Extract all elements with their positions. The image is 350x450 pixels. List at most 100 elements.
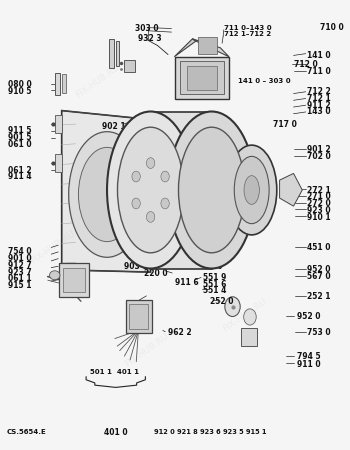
- Text: 252 0: 252 0: [210, 297, 233, 306]
- Text: 711 0–143 0: 711 0–143 0: [224, 25, 272, 31]
- Text: 903 7: 903 7: [163, 230, 187, 238]
- Ellipse shape: [107, 112, 194, 269]
- Text: FIX-HUB.RU: FIX-HUB.RU: [29, 229, 77, 266]
- Text: 923 7: 923 7: [8, 268, 32, 277]
- Text: 551 4: 551 4: [203, 287, 226, 296]
- Ellipse shape: [49, 271, 60, 280]
- Text: 567 0: 567 0: [307, 272, 331, 281]
- Text: 912 7: 912 7: [8, 261, 32, 270]
- Text: 501 1  401 1: 501 1 401 1: [90, 369, 139, 375]
- Ellipse shape: [146, 212, 155, 222]
- Text: 901 2: 901 2: [307, 145, 331, 154]
- Text: 717 0: 717 0: [273, 120, 296, 129]
- Polygon shape: [280, 173, 302, 206]
- Ellipse shape: [146, 158, 155, 168]
- Text: 292 0: 292 0: [154, 154, 178, 163]
- Ellipse shape: [118, 127, 184, 253]
- Bar: [175, 57, 229, 99]
- Bar: [198, 36, 217, 54]
- Text: 551 6: 551 6: [203, 280, 226, 289]
- Text: 712 2: 712 2: [307, 87, 331, 96]
- Bar: [62, 74, 66, 93]
- Ellipse shape: [178, 127, 245, 253]
- Text: 794 5: 794 5: [297, 352, 321, 361]
- Polygon shape: [174, 39, 196, 57]
- Text: FIX-HUB.RU: FIX-HUB.RU: [221, 296, 268, 333]
- Text: 902 1: 902 1: [102, 122, 125, 131]
- Bar: [110, 39, 114, 68]
- Text: 141 0: 141 0: [307, 51, 331, 60]
- Text: 451 2: 451 2: [172, 236, 195, 245]
- Polygon shape: [193, 39, 229, 57]
- Text: 901 5: 901 5: [8, 133, 31, 142]
- Text: 712 0: 712 0: [294, 60, 317, 69]
- Ellipse shape: [132, 171, 140, 182]
- Text: 272 1: 272 1: [307, 185, 331, 194]
- Text: 952 0: 952 0: [297, 312, 321, 321]
- Text: 901 1: 901 1: [152, 223, 176, 232]
- Text: 903 3: 903 3: [172, 161, 195, 170]
- Ellipse shape: [69, 132, 145, 257]
- Bar: [116, 41, 119, 66]
- Bar: [55, 154, 62, 172]
- Text: 711 0: 711 0: [307, 67, 331, 76]
- Text: 143 0: 143 0: [307, 108, 331, 117]
- Text: 712 1: 712 1: [307, 94, 331, 103]
- Text: 061 0: 061 0: [8, 140, 31, 149]
- Text: 911 4: 911 4: [8, 172, 31, 181]
- Text: 915 1: 915 1: [8, 281, 31, 290]
- Text: 712 1–712 2: 712 1–712 2: [224, 32, 271, 37]
- Text: CS.5654.E: CS.5654.E: [7, 429, 47, 435]
- Text: 201 0: 201 0: [214, 190, 237, 199]
- Text: 753 0: 753 0: [307, 328, 331, 337]
- Text: FIX-HUB.RU: FIX-HUB.RU: [75, 63, 122, 100]
- Bar: [241, 328, 257, 346]
- Text: 451 0: 451 0: [307, 243, 331, 252]
- Bar: [55, 73, 60, 95]
- Bar: [187, 66, 217, 90]
- Bar: [126, 300, 152, 333]
- Ellipse shape: [161, 198, 169, 209]
- Text: 923 0: 923 0: [307, 206, 331, 215]
- Text: 252 1: 252 1: [307, 292, 331, 302]
- Text: 303 0: 303 0: [135, 24, 159, 33]
- Bar: [150, 112, 212, 269]
- Text: 271 0: 271 0: [307, 192, 331, 201]
- Text: 941 1: 941 1: [107, 210, 129, 216]
- Text: FIX-HUB.RU: FIX-HUB.RU: [124, 332, 171, 369]
- Text: 901 0: 901 0: [8, 254, 31, 263]
- Text: 952 0: 952 0: [307, 266, 331, 274]
- Text: 551 9: 551 9: [203, 273, 226, 282]
- Ellipse shape: [225, 297, 240, 316]
- Bar: [180, 61, 224, 94]
- Text: 903 7: 903 7: [125, 262, 148, 271]
- Bar: [55, 115, 62, 133]
- Text: 080 0: 080 0: [8, 80, 32, 89]
- Text: 911 6: 911 6: [175, 278, 199, 287]
- Text: 223 0: 223 0: [133, 147, 157, 156]
- Ellipse shape: [244, 176, 259, 204]
- Text: 953 0: 953 0: [199, 262, 223, 271]
- Text: 941: 941: [187, 212, 203, 220]
- Text: 910 5: 910 5: [8, 87, 31, 96]
- Ellipse shape: [234, 156, 269, 224]
- Bar: [59, 263, 89, 297]
- Text: 702 0: 702 0: [307, 152, 331, 161]
- Text: 220 0: 220 0: [144, 269, 167, 278]
- Ellipse shape: [161, 171, 169, 182]
- Ellipse shape: [226, 145, 277, 235]
- Text: 061 2: 061 2: [8, 166, 31, 175]
- Bar: [129, 304, 148, 329]
- Ellipse shape: [132, 198, 140, 209]
- Text: 911 0: 911 0: [297, 360, 321, 369]
- Text: 710 0: 710 0: [320, 23, 343, 32]
- Ellipse shape: [244, 309, 256, 325]
- Text: 951 0 901 5: 951 0 901 5: [107, 204, 153, 210]
- Text: 061 1: 061 1: [8, 274, 31, 284]
- Text: 754 0: 754 0: [8, 248, 31, 256]
- Polygon shape: [62, 111, 150, 272]
- Text: FIX-HUB.RU: FIX-HUB.RU: [186, 139, 233, 176]
- Text: 272 0: 272 0: [307, 199, 331, 208]
- Text: 911 2: 911 2: [307, 101, 331, 110]
- Text: 912 0 921 8 923 6 923 5 915 1: 912 0 921 8 923 6 923 5 915 1: [154, 429, 267, 435]
